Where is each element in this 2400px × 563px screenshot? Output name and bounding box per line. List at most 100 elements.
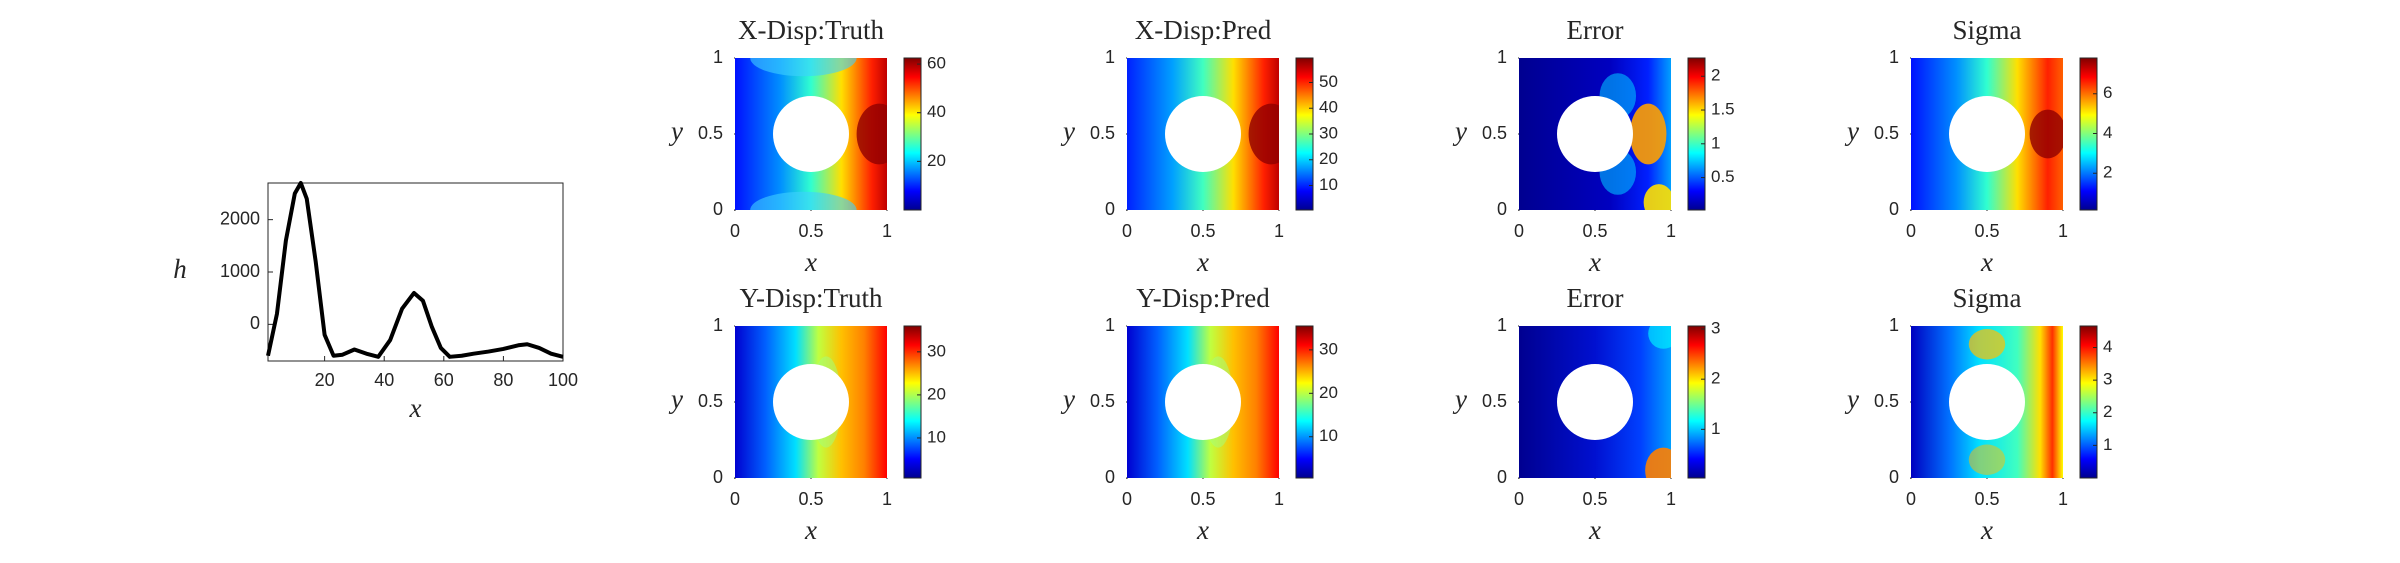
heatmap-blob — [1643, 184, 1671, 210]
x-tick-label: 60 — [434, 370, 454, 390]
panel-title: Sigma — [1952, 15, 2021, 45]
y-tick-label: 1 — [1497, 315, 1507, 335]
panel-title: X-Disp:Truth — [738, 15, 885, 45]
y-tick-label: 0.5 — [1482, 391, 1507, 411]
x-axis-label: x — [1588, 247, 1601, 277]
x-tick-label: 1 — [2058, 221, 2068, 241]
colorbar-tick-label: 10 — [927, 427, 946, 446]
x-tick-label: 0 — [1906, 489, 1916, 509]
hole — [1557, 96, 1633, 172]
y-tick-label: 1 — [1105, 47, 1115, 67]
hole — [773, 96, 849, 172]
colorbar-tick-label: 20 — [1319, 383, 1338, 402]
heatmap-overlay — [1968, 329, 2006, 475]
y-axis-label: y — [668, 116, 683, 146]
x-tick-label: 0.5 — [798, 489, 823, 509]
y-tick-label: 0 — [1889, 467, 1899, 487]
y-tick-label: 0 — [1497, 199, 1507, 219]
x-tick-label: 0 — [1514, 221, 1524, 241]
panel-title: Y-Disp:Truth — [739, 283, 883, 313]
x-tick-label: 40 — [374, 370, 394, 390]
colorbar-tick-label: 30 — [1319, 123, 1338, 142]
heatmap-overlay — [750, 58, 887, 210]
y-tick-label: 0.5 — [1874, 123, 1899, 143]
colorbar-tick-label: 6 — [2103, 83, 2112, 102]
colorbar-tick-label: 1 — [1711, 133, 1720, 152]
colorbar-tick-label: 30 — [1319, 339, 1338, 358]
y-tick-label: 0 — [1497, 467, 1507, 487]
colorbar — [903, 325, 922, 479]
x-axis-label: x — [804, 247, 817, 277]
colorbar-tick-label: 30 — [927, 341, 946, 360]
x-axis-label: x — [1980, 515, 1993, 545]
y-axis-label: y — [1060, 384, 1075, 414]
panel-title: Error — [1567, 15, 1624, 45]
x-tick-label: 80 — [493, 370, 513, 390]
y-tick-label: 0.5 — [1090, 123, 1115, 143]
colorbar-tick-label: 1 — [2103, 435, 2112, 454]
hole — [1557, 364, 1633, 440]
x-tick-label: 1 — [1274, 221, 1284, 241]
y-tick-label: 1 — [1889, 315, 1899, 335]
y-axis-label: y — [1844, 384, 1859, 414]
y-tick-label: 0.5 — [698, 391, 723, 411]
colorbar-tick-label: 10 — [1319, 175, 1338, 194]
panel-title: Sigma — [1952, 283, 2021, 313]
plot-area — [267, 182, 564, 362]
heatmap-overlay — [1645, 326, 1671, 478]
colorbar-tick-label: 4 — [2103, 337, 2112, 356]
x-tick-label: 0.5 — [1974, 489, 1999, 509]
y-axis-label: y — [1844, 116, 1859, 146]
colorbar-tick-label: 2 — [1711, 369, 1720, 388]
heatmap-overlay — [2029, 109, 2063, 159]
x-axis-label: x — [1588, 515, 1601, 545]
y-tick-label: 0.5 — [1090, 391, 1115, 411]
hole — [1165, 364, 1241, 440]
heatmap-blob — [856, 103, 887, 165]
y-axis-label: y — [1060, 116, 1075, 146]
heatmap-blob — [1629, 103, 1667, 165]
x-tick-label: 1 — [882, 489, 892, 509]
x-axis-label: x — [409, 393, 422, 423]
hole — [1949, 96, 2025, 172]
x-tick-label: 1 — [2058, 489, 2068, 509]
x-tick-label: 0 — [730, 489, 740, 509]
y-axis-label: h — [173, 254, 187, 284]
y-tick-label: 0 — [250, 313, 260, 333]
x-tick-label: 1 — [1274, 489, 1284, 509]
colorbar — [2079, 325, 2098, 479]
x-tick-label: 0 — [1122, 489, 1132, 509]
colorbar-tick-label: 20 — [1319, 149, 1338, 168]
x-axis-label: x — [1196, 515, 1209, 545]
hole — [1165, 96, 1241, 172]
panel-title: Y-Disp:Pred — [1136, 283, 1270, 313]
colorbar-tick-label: 3 — [2103, 370, 2112, 389]
y-tick-label: 0.5 — [698, 123, 723, 143]
y-tick-label: 2000 — [220, 208, 260, 228]
y-tick-label: 0 — [1105, 467, 1115, 487]
heatmap-blob — [1645, 447, 1671, 478]
y-tick-label: 1 — [1105, 315, 1115, 335]
panel-title: Error — [1567, 283, 1624, 313]
x-tick-label: 0 — [1514, 489, 1524, 509]
line-series — [266, 181, 564, 359]
x-axis-label: x — [804, 515, 817, 545]
colorbar-tick-label: 20 — [927, 151, 946, 170]
hole — [1949, 364, 2025, 440]
colorbar-tick-label: 4 — [2103, 123, 2112, 142]
x-tick-label: 1 — [1666, 221, 1676, 241]
x-tick-label: 0.5 — [798, 221, 823, 241]
y-tick-label: 0 — [713, 199, 723, 219]
colorbar-tick-label: 40 — [927, 102, 946, 121]
colorbar-tick-label: 50 — [1319, 72, 1338, 91]
y-tick-label: 1 — [1497, 47, 1507, 67]
y-axis-label: y — [1452, 116, 1467, 146]
x-tick-label: 0.5 — [1190, 221, 1215, 241]
colorbar — [1687, 325, 1706, 479]
heatmap-overlay — [1248, 103, 1279, 165]
y-tick-label: 1000 — [220, 261, 260, 281]
colorbar-tick-label: 10 — [1319, 426, 1338, 445]
x-tick-label: 1 — [882, 221, 892, 241]
x-tick-label: 0.5 — [1974, 221, 1999, 241]
